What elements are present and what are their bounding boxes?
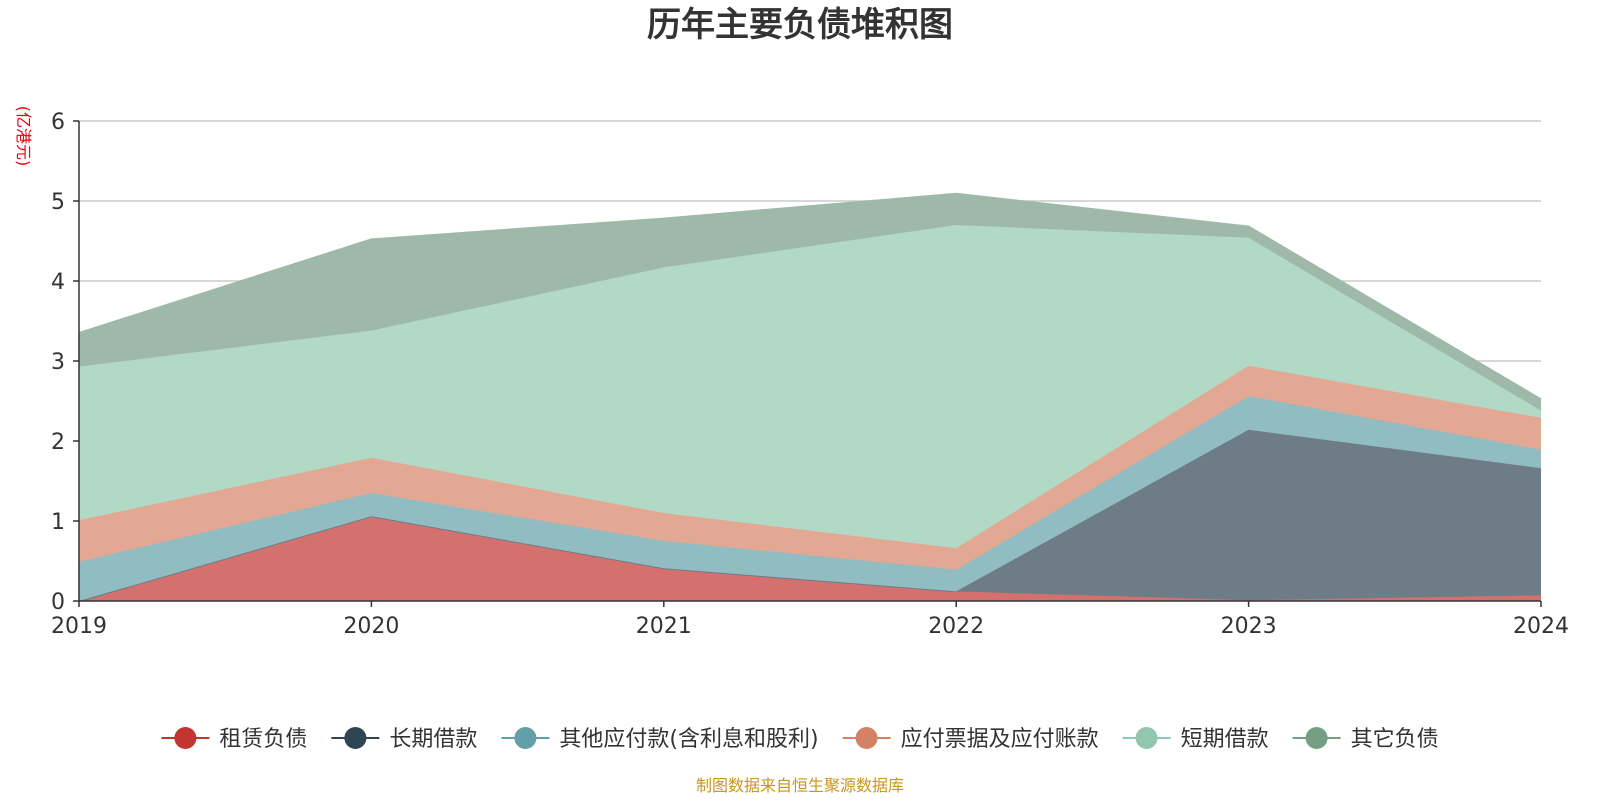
legend-item[interactable]: 其它负债 — [1292, 727, 1439, 752]
x-tick-label: 2024 — [1513, 614, 1569, 639]
y-tick-label: 0 — [51, 590, 65, 615]
legend-item[interactable]: 其他应付款(含利息和股利) — [501, 727, 819, 752]
legend-item[interactable]: 短期借款 — [1122, 727, 1269, 752]
area-series-4 — [79, 225, 1541, 549]
x-tick-label: 2023 — [1221, 614, 1277, 639]
area-series-5 — [79, 193, 1541, 411]
legend-label: 其他应付款(含利息和股利) — [559, 727, 818, 752]
legend-marker — [514, 727, 537, 749]
legend-marker — [174, 727, 197, 749]
legend-label: 其它负债 — [1351, 727, 1439, 752]
area-series-0 — [79, 516, 1541, 601]
y-tick-label: 6 — [51, 110, 65, 135]
legend-item[interactable]: 租赁负债 — [161, 727, 307, 752]
x-tick-label: 2020 — [343, 614, 399, 639]
legend-marker — [855, 727, 878, 749]
x-tick-label: 2019 — [51, 614, 107, 639]
area-series-1 — [79, 429, 1541, 601]
legend-marker — [344, 727, 367, 749]
y-tick-label: 4 — [51, 270, 65, 295]
y-tick-label: 1 — [51, 510, 65, 535]
legend-label: 应付票据及应付账款 — [901, 727, 1099, 752]
legend: 租赁负债 长期借款 其他应付款(含利息和股利) 应付票据及应付账款 短期借款 其它负债 — [161, 727, 1439, 752]
y-tick-label: 5 — [51, 190, 65, 215]
legend-marker — [1135, 727, 1158, 749]
area-series-2 — [79, 396, 1541, 601]
x-tick-label: 2021 — [636, 614, 692, 639]
y-tick-label: 2 — [51, 430, 65, 455]
area-series — [78, 192, 1542, 602]
legend-label: 长期借款 — [389, 727, 477, 752]
legend-label: 租赁负债 — [219, 727, 307, 752]
legend-item[interactable]: 应付票据及应付账款 — [842, 727, 1099, 752]
source-note: 制图数据来自恒生聚源数据库 — [696, 776, 904, 795]
area-series-3 — [79, 365, 1541, 570]
y-tick-label: 3 — [51, 350, 65, 375]
legend-marker — [1305, 727, 1328, 749]
x-tick-label: 2022 — [928, 614, 984, 639]
axes: 0 1 2 3 4 5 6 2019 2020 2021 2022 2023 2024 — [51, 110, 1569, 639]
series-line-5 — [78, 192, 1542, 401]
y-axis-unit-label: (亿港元) — [14, 106, 33, 167]
legend-item[interactable]: 长期借款 — [331, 727, 477, 752]
legend-label: 短期借款 — [1181, 727, 1269, 752]
chart-title: 历年主要负债堆积图 — [647, 5, 953, 45]
